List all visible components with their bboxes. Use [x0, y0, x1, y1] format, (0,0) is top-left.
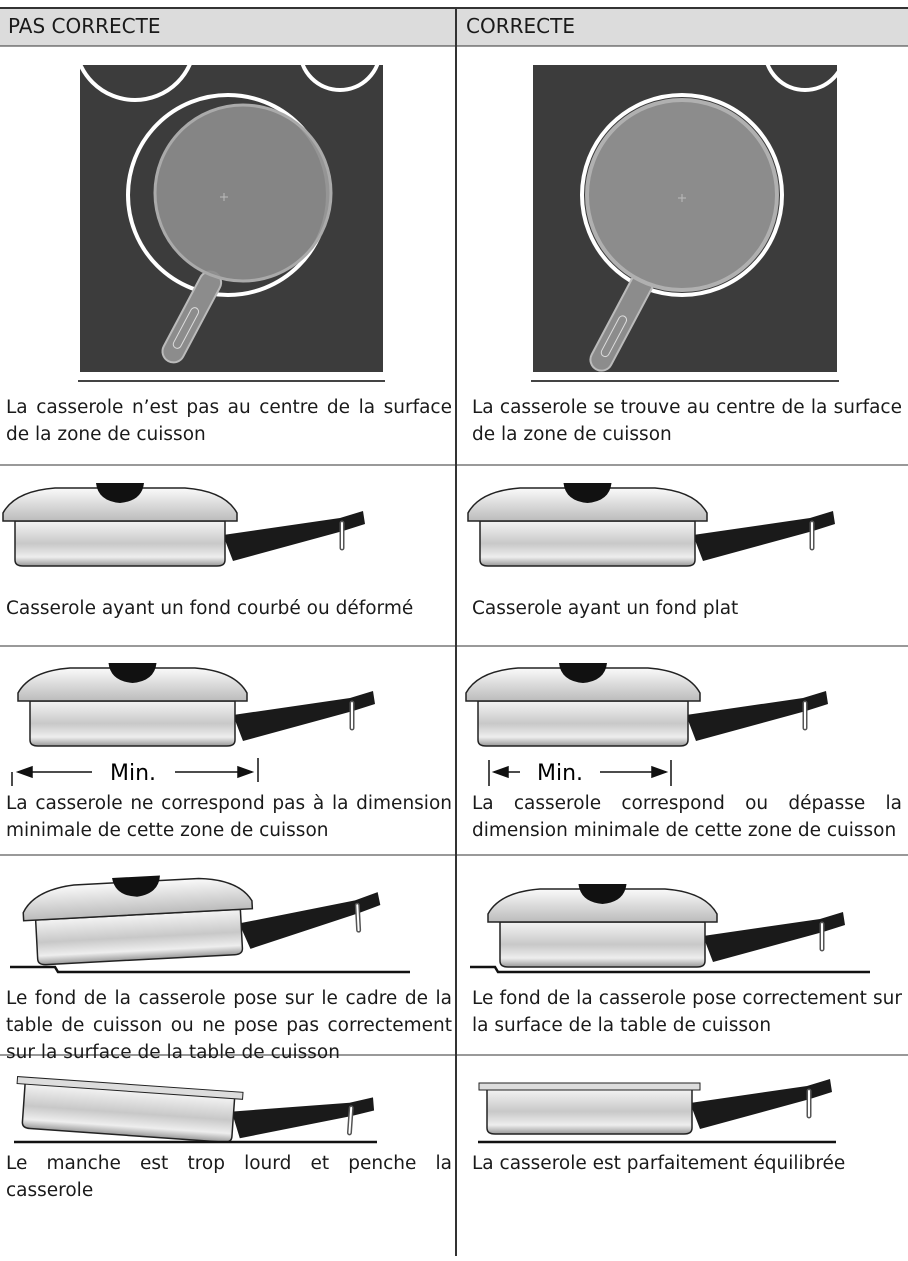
cooktop-incorrect [78, 65, 385, 382]
pan [478, 1079, 832, 1135]
pan [22, 875, 381, 966]
caption: Le manche est trop lourd et penche la ca… [6, 1153, 452, 1201]
pan [487, 884, 845, 968]
pan [17, 663, 375, 747]
pan [465, 663, 828, 747]
caption: La casserole ne correspond pas à la dime… [6, 793, 452, 841]
pan [467, 483, 835, 567]
caption: Casserole ayant un fond courbé ou déform… [6, 598, 414, 619]
pan [16, 1076, 375, 1143]
caption: Casserole ayant un fond plat [472, 598, 739, 619]
caption: La casserole correspond ou dépasse la di… [472, 793, 902, 841]
column-header: PAS CORRECTE [8, 14, 161, 38]
cooktop-correct [531, 65, 839, 382]
size-label: Min. [537, 761, 583, 786]
column-header: CORRECTE [466, 14, 575, 38]
size-label: Min. [110, 761, 156, 786]
caption: Le fond de la casserole pose correctemen… [472, 988, 902, 1036]
caption: Le fond de la casserole pose sur le cadr… [6, 988, 452, 1063]
caption: La casserole se trouve au centre de la s… [472, 397, 902, 445]
caption: La casserole est parfaitement équilibrée [472, 1153, 846, 1174]
header-bg [0, 8, 908, 46]
pan [2, 483, 365, 567]
caption: La casserole n’est pas au centre de la s… [6, 397, 452, 445]
